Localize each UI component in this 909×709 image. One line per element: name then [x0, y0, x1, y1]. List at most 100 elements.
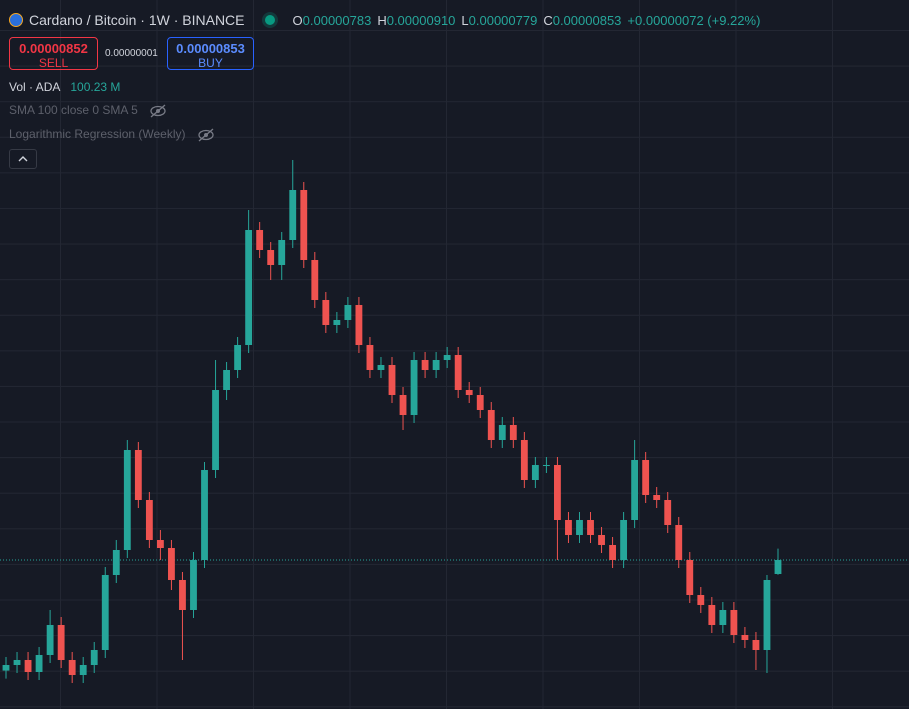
indicator-value: 100.23 M: [70, 80, 121, 94]
candle-body: [289, 190, 297, 240]
candle-body: [763, 580, 771, 650]
candle-body: [554, 465, 561, 520]
sell-button[interactable]: 0.00000852 SELL: [9, 37, 98, 70]
hidden-icon[interactable]: [197, 128, 215, 142]
candle-body: [179, 580, 186, 610]
candle-body: [68, 660, 76, 675]
candle-body: [421, 360, 429, 370]
candle-body: [123, 450, 131, 550]
volume-indicator[interactable]: Vol · ADA 100.23 M: [9, 80, 120, 94]
candle-body: [190, 560, 197, 610]
buy-label: BUY: [198, 56, 223, 70]
candle-body: [664, 500, 672, 525]
regression-indicator[interactable]: Logarithmic Regression (Weekly): [9, 127, 215, 142]
candle-body: [708, 605, 716, 625]
candle-body: [134, 450, 142, 500]
sma-indicator[interactable]: SMA 100 close 0 SMA 5: [9, 103, 167, 118]
collapse-button[interactable]: [9, 149, 37, 169]
candle-body: [57, 625, 65, 660]
candle-body: [520, 440, 528, 480]
indicator-label: Vol · ADA: [9, 80, 61, 94]
candle-body: [531, 465, 539, 480]
candle-body: [642, 460, 650, 495]
sell-price: 0.00000852: [19, 41, 88, 56]
ohlc-key: O: [292, 12, 303, 28]
candle-body: [311, 260, 319, 300]
candle-body: [156, 540, 164, 548]
chevron-up-icon: [18, 156, 28, 162]
candle-body: [13, 660, 21, 665]
candle-body: [223, 370, 230, 390]
candle-body: [145, 500, 153, 540]
candle-body: [487, 410, 495, 440]
candle-body: [300, 190, 308, 260]
candle-body: [377, 365, 385, 370]
candle-body: [90, 650, 98, 665]
symbol-logo: [9, 13, 23, 27]
candle-body: [267, 250, 275, 265]
ohlc-value: 0.00000783: [302, 12, 372, 28]
candle-body: [620, 520, 628, 560]
candle-body: [245, 230, 253, 345]
candle-body: [256, 230, 264, 250]
ohlc-low: L0.00000779: [461, 13, 537, 28]
candle-body: [432, 360, 440, 370]
candle-body: [653, 495, 661, 500]
candle-body: [509, 425, 517, 440]
ohlc-value: 0.00000910: [386, 12, 456, 28]
candle-body: [697, 595, 705, 605]
ohlc-open: O0.00000783: [293, 13, 372, 28]
candle-body: [388, 365, 396, 395]
candle-body: [168, 548, 175, 580]
price-change: +0.00000072 (+9.22%): [627, 12, 761, 28]
ohlc-key: H: [377, 12, 387, 28]
ohlc-key: L: [461, 12, 469, 28]
candle-body: [79, 665, 87, 675]
buy-price: 0.00000853: [176, 41, 245, 56]
symbol-title[interactable]: Cardano / Bitcoin · 1W · BINANCE: [29, 12, 245, 28]
candle-body: [774, 560, 782, 574]
candle-body: [278, 240, 286, 265]
candle-body: [355, 305, 363, 345]
candle-body: [24, 660, 32, 672]
market-status: [264, 15, 275, 25]
candle-body: [565, 520, 572, 535]
buy-button[interactable]: 0.00000853 BUY: [167, 37, 254, 70]
candle-body: [609, 545, 616, 560]
candle-body: [2, 665, 10, 671]
candle-body: [112, 550, 120, 575]
candle-body: [35, 655, 43, 672]
candle-body: [322, 300, 330, 325]
candle-body: [542, 465, 550, 466]
candle-body: [686, 560, 694, 595]
candle-body: [476, 395, 484, 410]
candle-body: [333, 320, 341, 325]
candle-body: [741, 635, 749, 640]
ohlc-close: C0.00000853: [543, 13, 621, 28]
candle-body: [598, 535, 605, 545]
candle-body: [730, 610, 738, 635]
candle-body: [719, 610, 727, 625]
candle-body: [234, 345, 242, 370]
candle-body: [443, 355, 451, 360]
candle-body: [46, 625, 54, 655]
candle-body: [366, 345, 374, 370]
spread: 0.00000001: [105, 48, 158, 59]
ohlc-value: 0.00000853: [552, 12, 622, 28]
candle-body: [201, 470, 208, 560]
indicator-label: Logarithmic Regression (Weekly): [9, 127, 186, 141]
candle-body: [752, 640, 760, 650]
ohlc-high: H0.00000910: [377, 13, 455, 28]
candle-body: [454, 355, 462, 390]
candle-body: [212, 390, 219, 470]
candle-body: [101, 575, 109, 650]
candle-body: [498, 425, 506, 440]
candle-body: [675, 525, 683, 560]
candle-body: [465, 390, 473, 395]
hidden-icon[interactable]: [149, 104, 167, 118]
candle-body: [631, 460, 639, 520]
candle-body: [344, 305, 352, 320]
symbol-header: Cardano / Bitcoin · 1W · BINANCE O0.0000…: [9, 12, 760, 28]
